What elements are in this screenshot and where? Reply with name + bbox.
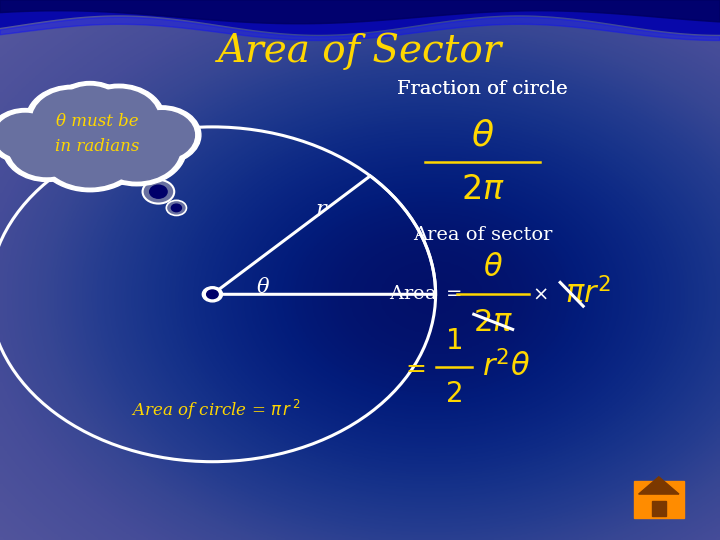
Text: Fraction of circle: Fraction of circle bbox=[397, 80, 567, 98]
Circle shape bbox=[94, 116, 180, 181]
Text: $r^2\theta$: $r^2\theta$ bbox=[482, 351, 531, 383]
Text: $2\pi$: $2\pi$ bbox=[461, 174, 504, 206]
Text: Area of Sector: Area of Sector bbox=[218, 32, 502, 70]
Bar bbox=[634, 481, 684, 518]
Text: $1$: $1$ bbox=[445, 328, 462, 355]
Circle shape bbox=[130, 111, 194, 159]
Text: Area $=$: Area $=$ bbox=[389, 285, 462, 303]
Circle shape bbox=[166, 200, 186, 215]
Circle shape bbox=[87, 111, 186, 186]
Circle shape bbox=[73, 84, 165, 153]
Circle shape bbox=[207, 290, 218, 299]
Circle shape bbox=[123, 106, 201, 164]
Text: $\times$: $\times$ bbox=[532, 285, 548, 304]
Text: Area of sector: Area of sector bbox=[413, 226, 552, 244]
Circle shape bbox=[9, 120, 84, 177]
Circle shape bbox=[79, 89, 158, 148]
Text: r: r bbox=[316, 199, 326, 220]
Circle shape bbox=[0, 113, 55, 159]
Text: $\theta$: $\theta$ bbox=[483, 252, 503, 283]
Text: $\pi r^2$: $\pi r^2$ bbox=[565, 278, 611, 310]
Circle shape bbox=[3, 116, 91, 181]
Circle shape bbox=[202, 287, 222, 302]
Circle shape bbox=[171, 204, 181, 212]
Text: θ: θ bbox=[257, 278, 269, 298]
Text: $\theta$: $\theta$ bbox=[471, 118, 494, 152]
Text: $=$: $=$ bbox=[402, 356, 426, 379]
Circle shape bbox=[26, 85, 118, 154]
Circle shape bbox=[150, 185, 167, 198]
Text: Area of circle = $\pi\,r\,^2$: Area of circle = $\pi\,r\,^2$ bbox=[131, 399, 301, 422]
Circle shape bbox=[32, 90, 112, 150]
Text: $2$: $2$ bbox=[445, 381, 462, 408]
Circle shape bbox=[143, 180, 174, 204]
Circle shape bbox=[0, 109, 62, 164]
Text: θ must be
in radians: θ must be in radians bbox=[55, 113, 140, 155]
Circle shape bbox=[58, 86, 122, 135]
Polygon shape bbox=[639, 477, 679, 494]
Bar bbox=[652, 501, 666, 516]
Circle shape bbox=[51, 82, 129, 140]
Circle shape bbox=[35, 109, 145, 192]
Circle shape bbox=[41, 113, 139, 187]
Text: $2\pi$: $2\pi$ bbox=[473, 307, 513, 338]
Text: Fraction of circle: Fraction of circle bbox=[397, 80, 567, 98]
